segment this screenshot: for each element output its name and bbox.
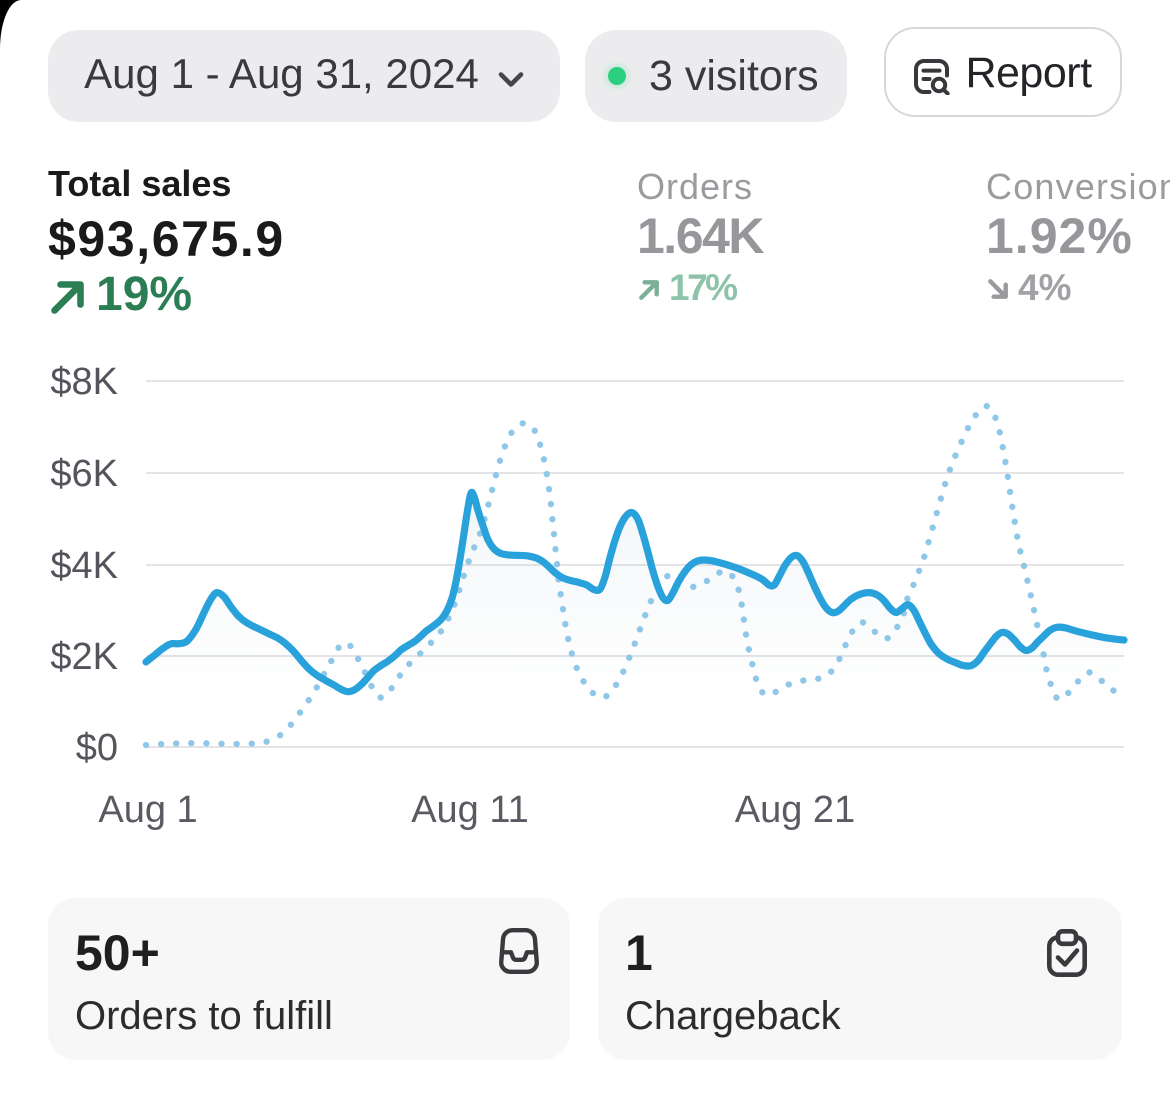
svg-text:$4K: $4K [50, 545, 118, 587]
svg-text:$0: $0 [76, 727, 118, 769]
svg-text:Aug 11: Aug 11 [411, 789, 529, 831]
svg-text:$6K: $6K [50, 453, 118, 495]
svg-text:Aug 21: Aug 21 [735, 789, 855, 831]
svg-text:Aug 1: Aug 1 [98, 789, 197, 831]
svg-text:$8K: $8K [50, 361, 118, 403]
svg-text:$2K: $2K [50, 636, 118, 678]
